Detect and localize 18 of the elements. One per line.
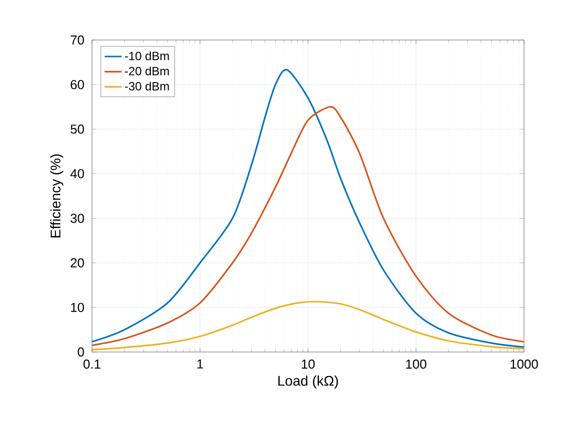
y-tick-label: 60 xyxy=(70,80,84,90)
x-tick-label: 0.1 xyxy=(84,360,100,369)
legend-label: -30 dBm xyxy=(124,82,169,90)
y-tick-label: 40 xyxy=(70,169,84,178)
y-axis-title: Efficiency (%) xyxy=(50,154,64,238)
y-tick-label: 0 xyxy=(78,347,84,357)
legend-label: -20 dBm xyxy=(124,66,169,76)
y-tick-label: 50 xyxy=(70,124,84,134)
x-tick-label: 1 xyxy=(197,360,203,368)
y-tick-label: 70 xyxy=(70,35,84,45)
legend-label: -10 dBm xyxy=(124,51,169,60)
y-tick-label: 10 xyxy=(71,302,84,312)
y-tick-label: 30 xyxy=(70,214,84,223)
x-tick-label: 1000 xyxy=(510,360,538,369)
x-axis-title: Load (kΩ) xyxy=(278,376,338,389)
x-tick-label: 10 xyxy=(302,360,315,369)
y-tick-label: 20 xyxy=(70,258,84,268)
x-tick-label: 100 xyxy=(406,360,426,369)
